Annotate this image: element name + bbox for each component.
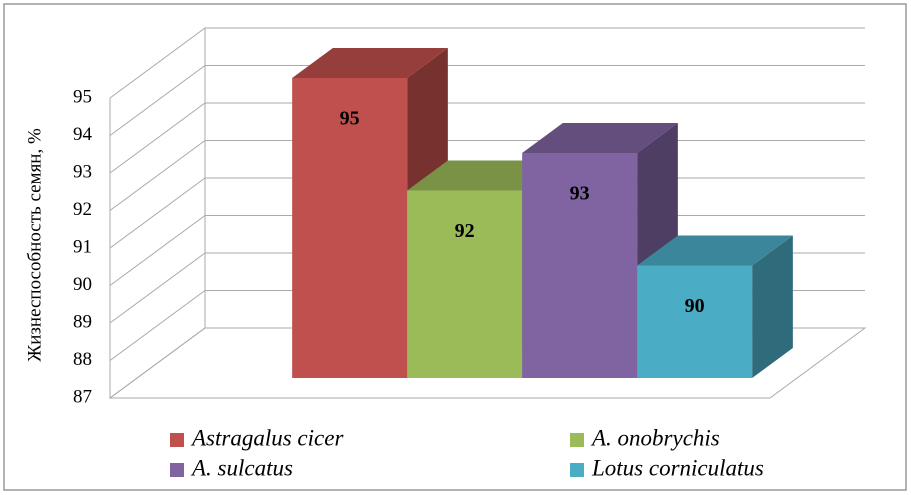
legend-label: A. sulcatus <box>190 455 293 480</box>
data-label: 95 <box>340 108 360 130</box>
y-tick-label: 94 <box>73 124 93 145</box>
y-tick-label: 93 <box>73 161 92 182</box>
y-tick-label: 90 <box>73 274 92 295</box>
bar-side <box>752 235 793 378</box>
data-label: 93 <box>570 183 590 205</box>
y-tick-label: 89 <box>73 311 92 332</box>
y-tick-label: 88 <box>73 349 92 370</box>
y-axis-label: Жизнеспособность семян, % <box>24 128 45 362</box>
grid-line <box>109 27 865 99</box>
y-tick-label: 92 <box>73 199 92 220</box>
grid-line <box>109 65 865 136</box>
legend-label: A. onobrychis <box>590 425 720 450</box>
legend-swatch <box>170 433 184 447</box>
bar-top <box>292 48 448 78</box>
data-label: 92 <box>455 220 475 242</box>
bar-top <box>522 123 678 153</box>
bar <box>292 78 408 378</box>
y-tick-label: 91 <box>73 236 92 257</box>
data-label: 90 <box>685 295 705 317</box>
y-tick-label: 87 <box>73 386 92 407</box>
bar <box>637 265 753 378</box>
bar <box>407 190 523 378</box>
grid-line <box>109 102 865 174</box>
bar <box>522 153 638 378</box>
legend-swatch <box>170 463 184 477</box>
y-tick-label: 95 <box>73 86 92 107</box>
legend-label: Astragalus cicer <box>190 425 344 450</box>
legend-swatch <box>570 463 584 477</box>
bar-top <box>637 235 793 266</box>
legend-label: Lotus corniculatus <box>591 455 764 480</box>
legend-swatch <box>570 433 584 447</box>
